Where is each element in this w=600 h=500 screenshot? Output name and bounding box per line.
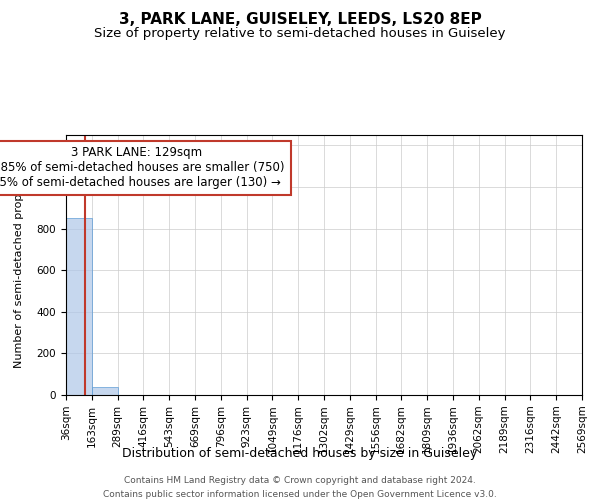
Bar [92, 386, 118, 395]
Text: Size of property relative to semi-detached houses in Guiseley: Size of property relative to semi-detach… [94, 28, 506, 40]
Bar [66, 218, 92, 395]
Text: 3 PARK LANE: 129sqm
← 85% of semi-detached houses are smaller (750)
15% of semi-: 3 PARK LANE: 129sqm ← 85% of semi-detach… [0, 146, 285, 190]
Text: Contains public sector information licensed under the Open Government Licence v3: Contains public sector information licen… [103, 490, 497, 499]
Text: Distribution of semi-detached houses by size in Guiseley: Distribution of semi-detached houses by … [122, 448, 478, 460]
Text: 3, PARK LANE, GUISELEY, LEEDS, LS20 8EP: 3, PARK LANE, GUISELEY, LEEDS, LS20 8EP [119, 12, 481, 28]
Y-axis label: Number of semi-detached properties: Number of semi-detached properties [14, 162, 25, 368]
Text: Contains HM Land Registry data © Crown copyright and database right 2024.: Contains HM Land Registry data © Crown c… [124, 476, 476, 485]
